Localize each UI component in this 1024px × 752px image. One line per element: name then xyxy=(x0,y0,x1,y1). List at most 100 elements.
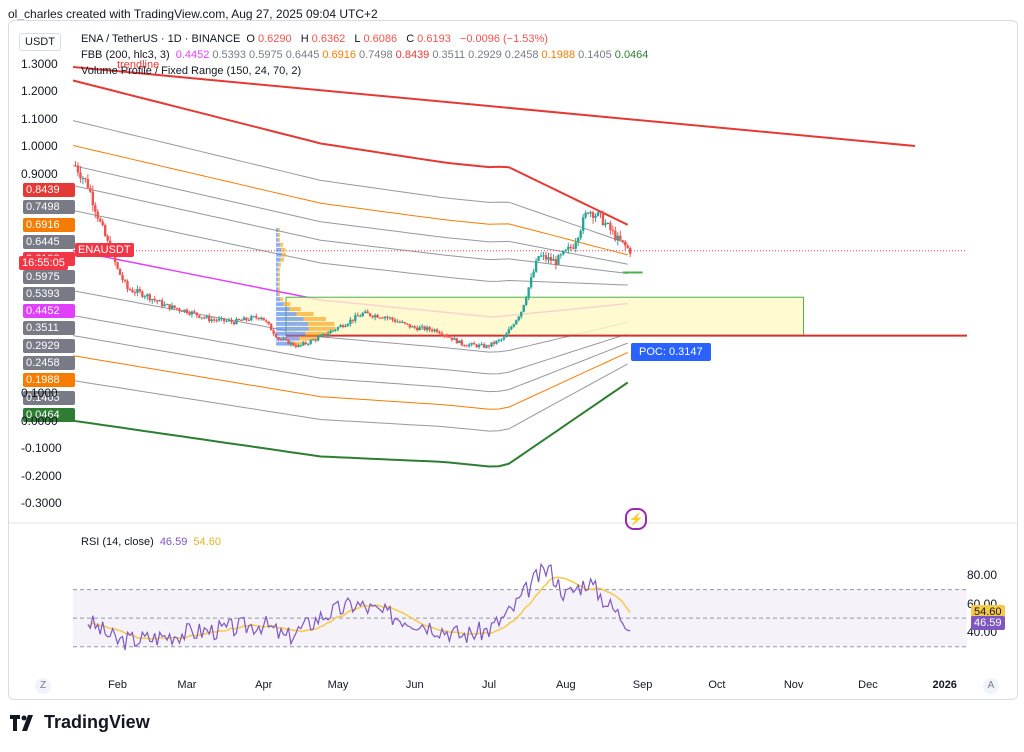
candle-body xyxy=(626,245,629,248)
vp-bar-down xyxy=(278,262,282,267)
price-chart-canvas[interactable] xyxy=(9,21,1017,699)
candle-body xyxy=(366,311,369,314)
candle-body xyxy=(562,251,565,255)
candle-body xyxy=(237,318,241,321)
candle-body xyxy=(500,339,503,341)
candle-body xyxy=(262,317,265,321)
poc-label: POC: 0.3147 xyxy=(631,343,711,361)
rsi-badge: 54.60 xyxy=(971,604,1005,619)
tradingview-logo: TradingView xyxy=(10,712,150,733)
candle-body xyxy=(163,304,166,307)
price-badge: 0.2929 xyxy=(23,338,75,353)
candle-body xyxy=(532,271,535,278)
candle-body xyxy=(430,329,434,332)
rsi-value: 46.59 xyxy=(159,536,188,548)
candle-body xyxy=(418,327,421,331)
chart-frame[interactable]: USDT ENA / TetherUS · 1D · BINANCE O 0.62… xyxy=(8,20,1018,700)
candle-body xyxy=(165,304,169,306)
vp-legend[interactable]: Volume Profile / Fixed Range (150, 24, 7… xyxy=(81,65,304,77)
vp-bar-down xyxy=(308,326,336,331)
low-value: 0.6086 xyxy=(363,33,398,45)
fbb-upper-2 xyxy=(72,165,628,265)
candle-body xyxy=(277,337,280,340)
vp-bar-down xyxy=(278,237,281,242)
price-badge: 0.1405 xyxy=(23,390,75,405)
candle-body xyxy=(458,340,461,344)
fbb-value: 0.8439 xyxy=(395,49,430,61)
price-badge: 0.1988 xyxy=(23,373,75,388)
candle-body xyxy=(158,300,161,302)
candle-body xyxy=(203,317,206,319)
candle-body xyxy=(435,329,439,332)
vp-bar-up xyxy=(276,247,282,252)
candle-body xyxy=(428,327,431,330)
time-tick: Oct xyxy=(708,679,726,691)
candle-body xyxy=(217,318,221,321)
candle-body xyxy=(629,247,632,254)
rsi-legend[interactable]: RSI (14, close) 46.59 54.60 xyxy=(81,536,224,548)
candle-body xyxy=(339,325,342,328)
candle-body xyxy=(282,338,285,340)
candle-body xyxy=(193,311,196,313)
candle-body xyxy=(79,172,82,179)
candle-body xyxy=(440,333,444,336)
vp-bar-up xyxy=(276,297,281,302)
candle-body xyxy=(601,212,605,226)
time-tick: Jun xyxy=(405,679,424,691)
high-label: H xyxy=(300,33,309,45)
candle-body xyxy=(579,230,582,238)
candle-body xyxy=(364,311,367,313)
currency-label[interactable]: USDT xyxy=(19,33,61,51)
fbb-upper-3 xyxy=(72,144,628,256)
candle-body xyxy=(113,253,117,263)
candle-body xyxy=(515,320,518,325)
candle-body xyxy=(386,316,389,318)
candle-body xyxy=(220,318,223,320)
candle-body xyxy=(316,336,320,341)
vp-bar-up xyxy=(276,316,304,321)
vp-bar-down xyxy=(289,307,301,312)
lightning-icon[interactable]: ⚡ xyxy=(625,508,647,530)
candle-body xyxy=(465,345,468,347)
price-badge: 0.3511 xyxy=(23,321,75,336)
candle-body xyxy=(497,339,501,341)
vp-bar-up xyxy=(276,331,306,336)
vp-bar-up xyxy=(276,242,280,247)
time-tick: 2026 xyxy=(932,679,957,691)
candle-body xyxy=(470,343,473,345)
fbb-value: 0.7498 xyxy=(359,49,393,61)
candle-body xyxy=(287,339,290,345)
low-label: L xyxy=(354,33,361,45)
vp-name: Volume Profile / Fixed Range (150, 24, 7… xyxy=(81,65,302,77)
candle-body xyxy=(512,324,516,327)
candle-body xyxy=(416,327,419,331)
vp-bar-down xyxy=(281,247,286,252)
candle-body xyxy=(359,316,362,318)
auto-scale-button[interactable]: A xyxy=(983,678,999,694)
symbol-name[interactable]: ENA / TetherUS · 1D · BINANCE xyxy=(81,33,241,45)
price-tick: -0.1000 xyxy=(21,441,62,456)
candle-body xyxy=(255,316,258,318)
candle-body xyxy=(185,309,189,314)
candle-body xyxy=(475,344,478,348)
candle-body xyxy=(267,321,270,324)
candle-body xyxy=(195,312,199,316)
fbb-upper-1 xyxy=(72,185,628,274)
rsi-ma-line xyxy=(87,576,631,640)
candle-body xyxy=(589,212,592,214)
fbb-legend[interactable]: FBB (200, hlc3, 3) 0.4452 0.5393 0.5975 0.6… xyxy=(81,49,651,61)
vp-bar-down xyxy=(278,228,281,233)
candle-body xyxy=(485,345,488,348)
candle-body xyxy=(118,268,122,275)
vp-bar-up xyxy=(276,326,309,331)
fbb-value: 0.4452 xyxy=(175,49,210,61)
candle-body xyxy=(74,165,77,167)
candle-body xyxy=(170,305,174,310)
timezone-button[interactable]: Z xyxy=(35,678,51,694)
fbb-lower-5 xyxy=(72,381,629,468)
candle-body xyxy=(116,262,119,269)
candle-body xyxy=(594,215,597,218)
candle-body xyxy=(559,254,563,256)
candle-body xyxy=(200,317,203,319)
candle-body xyxy=(198,315,201,318)
